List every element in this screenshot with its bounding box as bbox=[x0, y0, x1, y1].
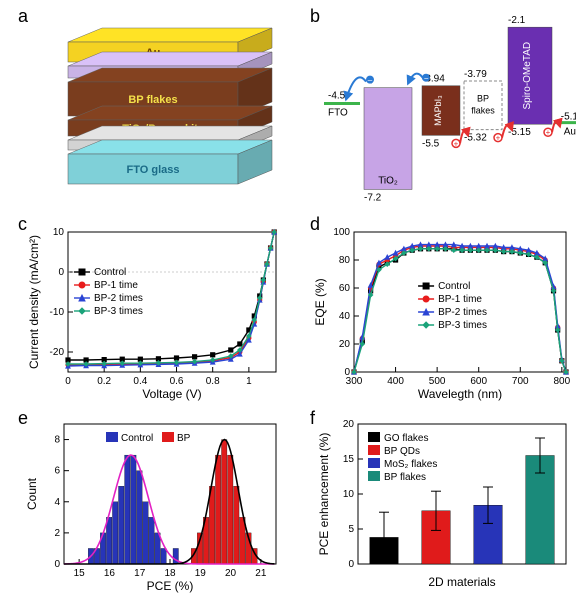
svg-text:2: 2 bbox=[54, 528, 60, 539]
svg-text:6: 6 bbox=[54, 466, 60, 477]
svg-text:+: + bbox=[546, 128, 551, 137]
device-stack-diagram: AuSpiro-OMeTADBP flakesmp-TiO₂/Perovskit… bbox=[40, 20, 290, 210]
svg-text:Control: Control bbox=[94, 267, 126, 278]
svg-text:BP flakes: BP flakes bbox=[128, 94, 177, 106]
svg-text:21: 21 bbox=[255, 568, 267, 579]
svg-text:BP: BP bbox=[477, 93, 489, 103]
svg-text:Current density (mA/cm²): Current density (mA/cm²) bbox=[27, 235, 41, 369]
svg-text:0.4: 0.4 bbox=[133, 376, 147, 387]
jv-chart: 0 0.2 0.4 0.6 0.8 1 -20 -10 0 10 Voltage (V) Curren… bbox=[16, 222, 288, 408]
svg-text:MoS₂ flakes: MoS₂ flakes bbox=[384, 459, 437, 470]
svg-text:+: + bbox=[454, 139, 459, 148]
svg-text:FTO: FTO bbox=[328, 108, 348, 119]
svg-text:4: 4 bbox=[54, 497, 60, 508]
svg-text:19: 19 bbox=[195, 568, 207, 579]
svg-text:0.6: 0.6 bbox=[170, 376, 184, 387]
svg-text:Au: Au bbox=[564, 127, 576, 138]
svg-text:800: 800 bbox=[553, 376, 570, 387]
svg-text:FTO glass: FTO glass bbox=[127, 164, 180, 176]
svg-text:Spiro-OMeTAD: Spiro-OMeTAD bbox=[522, 42, 533, 110]
figure-root: a b c d e f AuSpiro-OMeTADBP flakesmp-Ti… bbox=[0, 0, 586, 602]
svg-text:40: 40 bbox=[339, 311, 351, 322]
svg-text:MAPbI₃: MAPbI₃ bbox=[433, 95, 443, 126]
svg-text:10: 10 bbox=[343, 489, 355, 500]
svg-text:BP-1 time: BP-1 time bbox=[438, 294, 482, 305]
svg-text:Count: Count bbox=[25, 477, 39, 510]
svg-text:0: 0 bbox=[54, 559, 60, 570]
panel-label-a: a bbox=[18, 6, 28, 27]
svg-text:10: 10 bbox=[53, 227, 65, 238]
svg-text:GO flakes: GO flakes bbox=[384, 433, 428, 444]
eqe-chart: 300400500600700800020406080100Wavelegth … bbox=[306, 222, 578, 408]
svg-text:Control: Control bbox=[438, 281, 470, 292]
svg-text:+: + bbox=[496, 134, 501, 143]
svg-text:0: 0 bbox=[344, 367, 350, 378]
svg-text:100: 100 bbox=[333, 227, 350, 238]
svg-text:BP-2 times: BP-2 times bbox=[94, 293, 143, 304]
svg-text:20: 20 bbox=[343, 419, 355, 430]
svg-text:BP: BP bbox=[177, 433, 191, 444]
svg-text:0.8: 0.8 bbox=[206, 376, 220, 387]
svg-text:-5.1: -5.1 bbox=[561, 112, 576, 123]
svg-text:–: – bbox=[424, 74, 429, 83]
svg-text:5: 5 bbox=[348, 524, 354, 535]
svg-text:-7.2: -7.2 bbox=[364, 192, 382, 203]
svg-text:15: 15 bbox=[343, 454, 355, 465]
svg-text:-3.79: -3.79 bbox=[464, 69, 487, 80]
energy-level-diagram: -4.5FTO-4-7.2TiO₂-3.94-5.5MAPbI₃-3.79-5.… bbox=[318, 14, 576, 210]
svg-text:20: 20 bbox=[225, 568, 237, 579]
svg-text:0: 0 bbox=[58, 267, 64, 278]
pce-histogram: 15 16 17 18 19 20 21 0 2 4 6 8 PCE (%) Count Control BP bbox=[16, 414, 288, 600]
svg-text:0: 0 bbox=[65, 376, 71, 387]
svg-text:700: 700 bbox=[512, 376, 529, 387]
svg-text:8: 8 bbox=[54, 435, 60, 446]
svg-text:PCE enhancement (%): PCE enhancement (%) bbox=[317, 433, 331, 556]
svg-text:16: 16 bbox=[104, 568, 116, 579]
pce-enhancement-bar: 0 5 10 15 20 2D materials PCE enhancement (%) G… bbox=[306, 414, 578, 600]
svg-text:600: 600 bbox=[470, 376, 487, 387]
svg-text:1: 1 bbox=[246, 376, 252, 387]
svg-text:BP-3 times: BP-3 times bbox=[438, 320, 487, 331]
svg-text:–: – bbox=[368, 76, 373, 85]
svg-text:Voltage (V): Voltage (V) bbox=[142, 387, 201, 401]
svg-text:flakes: flakes bbox=[471, 105, 495, 115]
svg-text:-5.5: -5.5 bbox=[422, 138, 440, 149]
svg-text:BP flakes: BP flakes bbox=[384, 472, 426, 483]
svg-text:BP-2 times: BP-2 times bbox=[438, 307, 487, 318]
svg-text:-4.5: -4.5 bbox=[328, 91, 346, 102]
svg-text:2D materials: 2D materials bbox=[428, 575, 495, 589]
svg-text:PCE (%): PCE (%) bbox=[147, 579, 194, 593]
svg-text:-2.1: -2.1 bbox=[508, 15, 526, 26]
svg-text:400: 400 bbox=[387, 376, 404, 387]
svg-text:BP-1 time: BP-1 time bbox=[94, 280, 138, 291]
svg-text:Wavelegth (nm): Wavelegth (nm) bbox=[418, 387, 502, 401]
svg-text:20: 20 bbox=[339, 339, 351, 350]
svg-text:EQE (%): EQE (%) bbox=[313, 278, 327, 325]
svg-text:80: 80 bbox=[339, 255, 351, 266]
svg-text:BP QDs: BP QDs bbox=[384, 446, 420, 457]
svg-text:-10: -10 bbox=[50, 307, 65, 318]
svg-text:0.2: 0.2 bbox=[97, 376, 111, 387]
svg-text:15: 15 bbox=[74, 568, 86, 579]
svg-text:TiO₂: TiO₂ bbox=[378, 175, 398, 186]
svg-text:17: 17 bbox=[134, 568, 146, 579]
svg-text:60: 60 bbox=[339, 283, 351, 294]
svg-text:-20: -20 bbox=[50, 347, 65, 358]
svg-text:0: 0 bbox=[348, 559, 354, 570]
svg-text:500: 500 bbox=[429, 376, 446, 387]
svg-text:18: 18 bbox=[164, 568, 176, 579]
svg-text:Control: Control bbox=[121, 433, 153, 444]
svg-text:BP-3 times: BP-3 times bbox=[94, 306, 143, 317]
